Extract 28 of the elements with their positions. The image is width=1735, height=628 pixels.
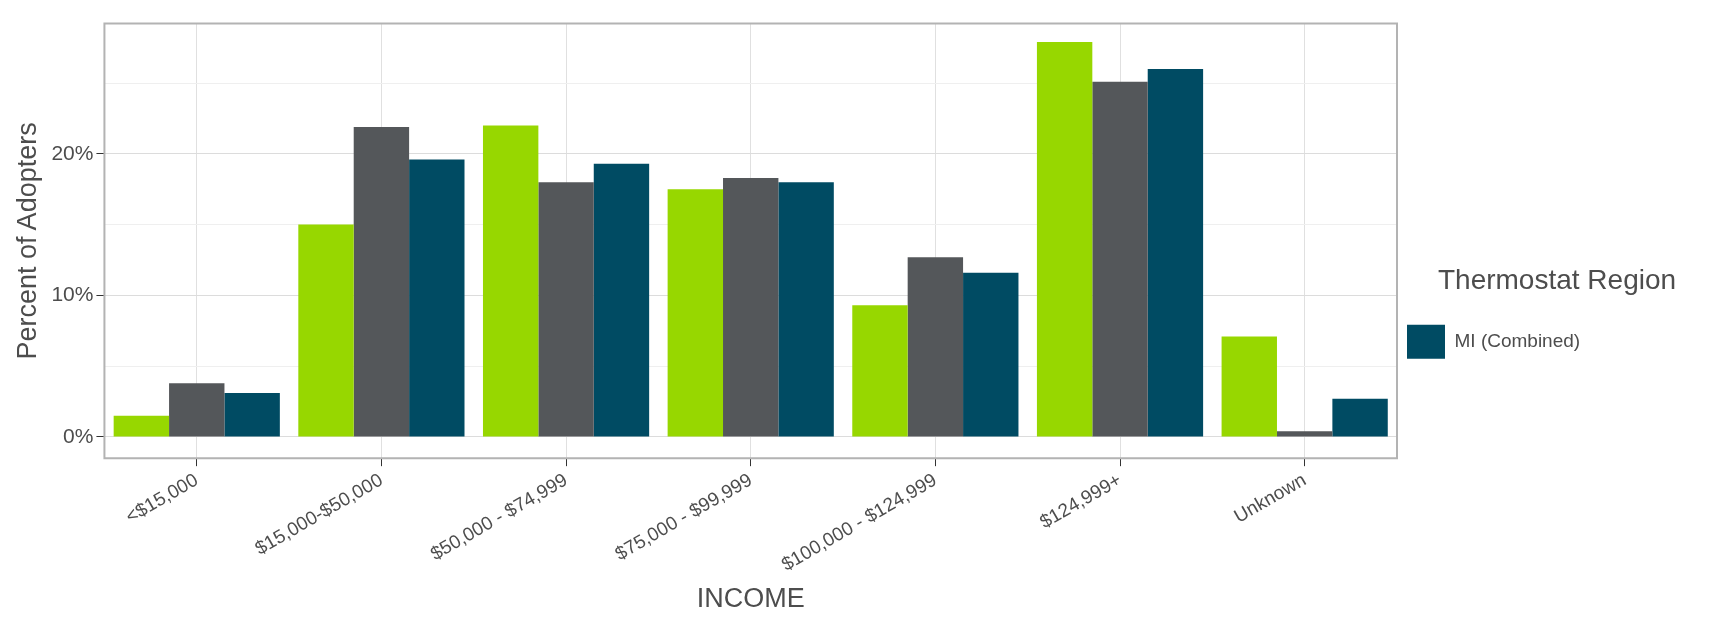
y-axis-title: Percent of Adopters xyxy=(11,122,42,360)
bar xyxy=(1092,81,1148,437)
bar xyxy=(1221,336,1277,437)
bar xyxy=(593,163,650,437)
bar xyxy=(723,177,779,437)
bar xyxy=(538,182,594,437)
y-tick-label: 10% xyxy=(51,282,94,306)
bar xyxy=(667,189,724,437)
bar xyxy=(353,126,410,437)
bar xyxy=(1332,398,1388,437)
bar xyxy=(113,415,170,437)
y-tick-label: 0% xyxy=(63,423,94,447)
bar xyxy=(298,224,354,437)
bar xyxy=(963,272,1019,437)
legend-title: Thermostat Region xyxy=(1437,263,1677,295)
bar xyxy=(907,257,964,437)
bar xyxy=(1036,42,1093,437)
bar xyxy=(169,383,225,437)
bar xyxy=(1147,68,1204,437)
bar xyxy=(1276,431,1333,437)
legend-label: MI (Combined) xyxy=(1454,330,1581,352)
bar xyxy=(482,125,539,437)
bar xyxy=(852,305,908,437)
bar xyxy=(778,182,834,437)
x-axis-title: INCOME xyxy=(696,583,805,614)
y-tick-label: 20% xyxy=(51,140,94,164)
bar xyxy=(224,393,280,437)
bar xyxy=(409,159,465,437)
